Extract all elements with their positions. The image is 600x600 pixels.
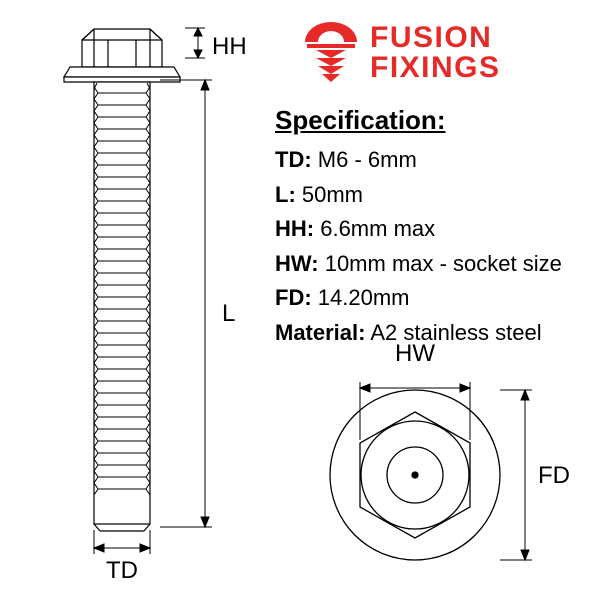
dim-leader-td xyxy=(80,530,170,560)
spec-row-l: L: 50mm xyxy=(275,181,585,209)
spec-key: FD: xyxy=(275,285,312,310)
spec-row-hw: HW: 10mm max - socket size xyxy=(275,250,585,278)
brand-logo-text: FUSION FIXINGS xyxy=(370,23,501,83)
brand-logo-icon xyxy=(300,20,362,84)
spec-key: L: xyxy=(275,182,296,207)
spec-key: HH: xyxy=(275,216,314,241)
spec-val: 10mm max - socket size xyxy=(319,251,562,276)
dim-label-l: L xyxy=(222,300,235,328)
spec-val: 50mm xyxy=(296,182,363,207)
brand-name-line1: FUSION xyxy=(370,23,501,53)
dim-leader-hh xyxy=(150,20,210,80)
page: HH L TD xyxy=(0,0,600,600)
brand-logo: FUSION FIXINGS xyxy=(300,20,585,90)
dim-label-hh: HH xyxy=(212,33,247,61)
dim-label-td: TD xyxy=(106,557,138,585)
spec-block: Specification: TD: M6 - 6mm L: 50mm HH: … xyxy=(275,105,585,353)
spec-key: HW: xyxy=(275,251,319,276)
spec-key: TD: xyxy=(275,147,312,172)
spec-val: 14.20mm xyxy=(312,285,410,310)
spec-row-td: TD: M6 - 6mm xyxy=(275,146,585,174)
spec-val: M6 - 6mm xyxy=(312,147,417,172)
dim-leader-l xyxy=(150,75,220,535)
spec-row-fd: FD: 14.20mm xyxy=(275,284,585,312)
dim-label-fd: FD xyxy=(538,462,570,490)
spec-row-hh: HH: 6.6mm max xyxy=(275,215,585,243)
spec-val: 6.6mm max xyxy=(314,216,435,241)
spec-title: Specification: xyxy=(275,105,585,136)
brand-name-line2: FIXINGS xyxy=(370,53,501,83)
bolt-top-view: HW FD xyxy=(300,340,580,590)
dim-label-hw: HW xyxy=(395,340,435,368)
